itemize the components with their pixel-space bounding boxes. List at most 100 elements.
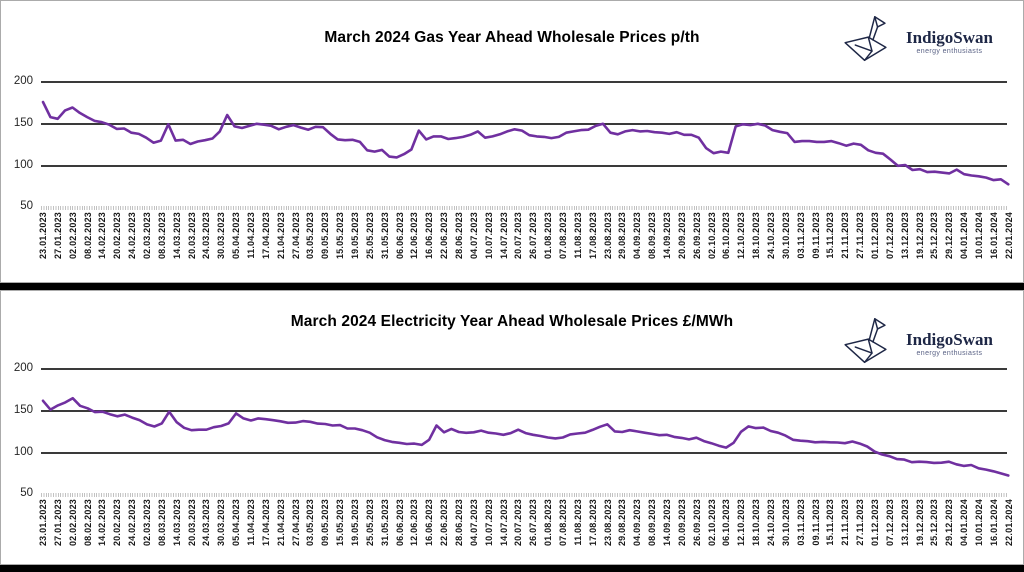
x-axis-label: 13.12.2023 <box>899 499 910 547</box>
x-axis-label: 30.03.2023 <box>216 212 227 260</box>
x-axis-label: 02.02.2023 <box>67 212 78 260</box>
logo-text: IndigoSwan energy enthusiasts <box>906 331 993 357</box>
x-axis-label: 24.02.2023 <box>127 499 138 547</box>
gas-price-line <box>41 100 1010 186</box>
x-axis-label: 08.09.2023 <box>647 212 658 260</box>
y-axis-label: 150 <box>13 117 33 129</box>
x-axis-label: 20.03.2023 <box>186 212 197 260</box>
x-axis-label: 21.04.2023 <box>275 212 286 260</box>
x-axis-label: 23.08.2023 <box>602 499 613 547</box>
electricity-price-line <box>41 396 1010 477</box>
x-axis-label: 14.07.2023 <box>498 212 509 260</box>
x-axis-labels: 23.01.2023 27.01.2023 02.02.2023 08.02.2023… <box>36 499 1017 546</box>
y-axis-label: 150 <box>13 404 33 416</box>
y-axis-label: 100 <box>13 446 33 458</box>
x-axis-label: 16.01.2024 <box>988 212 999 260</box>
x-axis-label: 29.12.2023 <box>944 499 955 547</box>
x-axis-label: 21.11.2023 <box>840 499 851 546</box>
logo-name: IndigoSwan <box>906 27 993 47</box>
x-axis-label: 16.01.2024 <box>988 499 999 547</box>
x-axis-label: 03.11.2023 <box>795 499 806 546</box>
x-axis-label: 19.05.2023 <box>349 212 360 260</box>
x-axis-label: 16.06.2023 <box>424 499 435 547</box>
x-axis-label: 25.12.2023 <box>929 212 940 260</box>
x-axis-label: 04.07.2023 <box>468 212 479 260</box>
gridline-150 <box>41 123 1007 125</box>
panel-divider <box>0 283 1024 290</box>
x-axis-label: 18.10.2023 <box>751 212 762 260</box>
x-axis-label: 30.10.2023 <box>780 212 791 260</box>
x-axis-label: 10.07.2023 <box>483 499 494 547</box>
x-axis-label: 03.11.2023 <box>795 212 806 259</box>
origami-swan-icon <box>843 316 901 371</box>
x-axis-label: 01.12.2023 <box>870 212 881 260</box>
x-axis-label: 10.01.2024 <box>974 212 985 260</box>
x-axis-label: 06.06.2023 <box>394 212 405 260</box>
x-axis-label: 09.05.2023 <box>320 212 331 260</box>
x-axis-label: 06.10.2023 <box>721 212 732 260</box>
x-axis-label: 17.04.2023 <box>260 499 271 547</box>
gridline-100 <box>41 452 1007 454</box>
x-axis-label: 15.05.2023 <box>335 499 346 547</box>
x-axis-label: 09.11.2023 <box>810 499 821 546</box>
x-axis-label: 06.10.2023 <box>721 499 732 547</box>
x-axis-label: 27.01.2023 <box>52 499 63 547</box>
indigoswan-logo: IndigoSwan energy enthusiasts <box>843 14 1013 69</box>
y-axis-label: 50 <box>20 487 33 499</box>
x-axis-label: 08.02.2023 <box>82 499 93 547</box>
x-axis-label: 22.01.2024 <box>1003 499 1014 547</box>
gridline-100 <box>41 165 1007 167</box>
x-axis-label: 09.11.2023 <box>810 212 821 259</box>
x-axis-label: 07.08.2023 <box>558 499 568 547</box>
x-axis-label: 20.03.2023 <box>186 499 197 547</box>
x-axis-label: 19.05.2023 <box>349 499 360 547</box>
x-axis-label: 19.12.2023 <box>914 212 925 260</box>
x-axis-tick-marks <box>41 493 1007 497</box>
electricity-chart-panel: March 2024 Electricity Year Ahead Wholes… <box>0 290 1024 565</box>
x-axis-label: 08.03.2023 <box>156 499 167 547</box>
x-axis-label: 15.11.2023 <box>825 212 836 259</box>
x-axis-label: 17.08.2023 <box>587 212 598 260</box>
x-axis-label: 26.09.2023 <box>691 499 702 547</box>
x-axis-label: 16.06.2023 <box>424 212 435 260</box>
x-axis-label: 02.10.2023 <box>706 212 717 260</box>
x-axis-label: 14.02.2023 <box>97 499 108 547</box>
x-axis-label: 28.06.2023 <box>453 212 464 260</box>
x-axis-label: 25.05.2023 <box>364 212 375 260</box>
logo-tagline: energy enthusiasts <box>916 349 983 357</box>
x-axis-label: 04.01.2024 <box>959 212 970 260</box>
x-axis-label: 04.07.2023 <box>468 499 479 547</box>
y-axis-label: 50 <box>20 200 33 212</box>
x-axis-label: 22.06.2023 <box>439 499 450 547</box>
x-axis-label: 12.06.2023 <box>409 212 420 260</box>
x-axis-tick-marks <box>41 206 1007 210</box>
x-axis-label: 12.06.2023 <box>409 499 420 547</box>
x-axis-label: 30.03.2023 <box>216 499 227 547</box>
x-axis-label: 31.05.2023 <box>379 499 390 547</box>
x-axis-label: 20.09.2023 <box>676 499 687 547</box>
x-axis-label: 29.08.2023 <box>617 212 628 260</box>
x-axis-label: 02.03.2023 <box>141 499 152 547</box>
chart-title: March 2024 Electricity Year Ahead Wholes… <box>290 313 734 330</box>
x-axis-label: 20.02.2023 <box>112 499 123 547</box>
x-axis-label: 30.10.2023 <box>780 499 791 547</box>
x-axis-label: 15.05.2023 <box>335 212 346 260</box>
bottom-border-bar <box>0 565 1024 572</box>
x-axis-label: 26.09.2023 <box>691 212 702 260</box>
x-axis-labels: 23.01.2023 27.01.2023 02.02.2023 08.02.2023… <box>36 212 1017 259</box>
x-axis-label: 01.12.2023 <box>870 499 881 547</box>
x-axis-label: 18.10.2023 <box>751 499 762 547</box>
logo-tagline: energy enthusiasts <box>916 47 983 55</box>
x-axis-label: 24.10.2023 <box>766 212 777 260</box>
x-axis-label: 19.12.2023 <box>914 499 925 547</box>
x-axis-label: 07.12.2023 <box>884 499 895 547</box>
x-axis-label: 14.03.2023 <box>171 212 182 260</box>
x-axis-label: 04.09.2023 <box>632 499 643 547</box>
indigoswan-logo: IndigoSwan energy enthusiasts <box>843 316 1013 371</box>
x-axis-label: 13.12.2023 <box>899 212 910 260</box>
x-axis-label: 14.09.2023 <box>662 499 673 547</box>
origami-swan-icon <box>843 14 901 69</box>
x-axis-label: 08.02.2023 <box>82 212 93 260</box>
x-axis-label: 24.02.2023 <box>127 212 138 260</box>
x-axis-label: 22.06.2023 <box>439 212 450 260</box>
